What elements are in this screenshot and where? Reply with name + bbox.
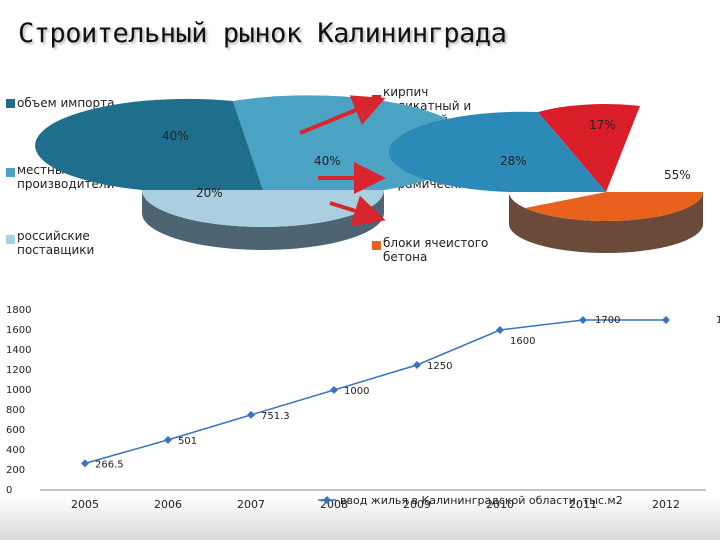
data-point-marker [496,326,504,334]
legend-swatch-import [6,99,15,108]
x-tick-label: 2010 [486,498,514,511]
data-point-label: 1600 [510,336,535,347]
data-point-marker [81,459,89,468]
pie-value-label-import: 40% [162,129,189,143]
line-chart-housing: 0 200 400 600 800 1000 1200 1400 1600 1800 2005 200… [6,305,720,511]
pie-slice-ceramic [388,111,606,192]
data-point-label: 266.5 [95,459,124,470]
pie-slice-aerated [525,192,704,222]
y-tick-label: 1600 [6,325,31,336]
legend-marker-housing [323,496,331,504]
data-point-marker [662,316,670,324]
data-point-label: 501 [178,436,197,447]
x-tick-label: 2005 [71,498,99,511]
data-point-label: 1700 [716,315,720,326]
legend-label-russian: российские поставщики [17,229,95,257]
pie-slice-import [35,98,263,190]
pie-slice-silicate [538,104,640,192]
arrow-to-aerated [329,195,386,227]
legend-swatch-aerated [372,241,381,250]
page-title: Строительный рынок Калининграда [18,18,507,49]
pie-value-label-ceramic: 28% [500,154,527,168]
data-point-label: 1700 [595,315,620,326]
y-tick-label: 600 [6,425,25,436]
x-tick-label: 2006 [154,498,182,511]
y-tick-label: 400 [6,445,25,456]
pie-side-materials [509,192,703,253]
y-tick-label: 0 [6,485,12,496]
y-tick-label: 200 [6,465,25,476]
x-tick-label: 2007 [237,498,265,511]
pie-value-label-silicate: 17% [589,118,616,132]
x-tick-label: 2011 [569,498,597,511]
legend-label-import: объем импорта [17,96,115,110]
legend-swatch-local [6,168,15,177]
data-point-marker [330,386,338,394]
pie-value-label-local: 40% [314,154,341,168]
data-point-marker [164,435,172,444]
y-tick-label: 1800 [6,305,31,316]
y-tick-label: 1000 [6,385,31,396]
data-point-label: 1000 [344,386,369,397]
x-tick-label: 2012 [652,498,680,511]
y-tick-label: 800 [6,405,25,416]
legend-swatch-russian [6,235,15,244]
pie-chart-suppliers: 40% 40% 20% [35,95,473,250]
pie-value-label-aerated: 55% [664,168,691,182]
data-point-label: 1250 [427,361,452,372]
y-tick-label: 1200 [6,365,31,376]
pie-chart-materials: 17% 28% 55% [388,104,704,253]
arrow-to-silicate [299,95,386,135]
data-point-marker [247,410,255,419]
data-point-marker [413,361,421,369]
pie-value-label-russian: 20% [196,186,223,200]
y-tick-label: 1400 [6,345,31,356]
data-point-label: 751.3 [261,411,290,422]
series-line-housing [84,319,666,465]
pie-side-suppliers [142,190,384,250]
data-point-marker [579,316,587,324]
x-tick-label: 2009 [403,498,431,511]
legend-label-aerated: блоки ячеистого бетона [383,236,489,264]
pie-slice-russian [142,190,384,227]
legend-label-housing: ввод жилья в Калининградской области, ты… [340,494,623,507]
